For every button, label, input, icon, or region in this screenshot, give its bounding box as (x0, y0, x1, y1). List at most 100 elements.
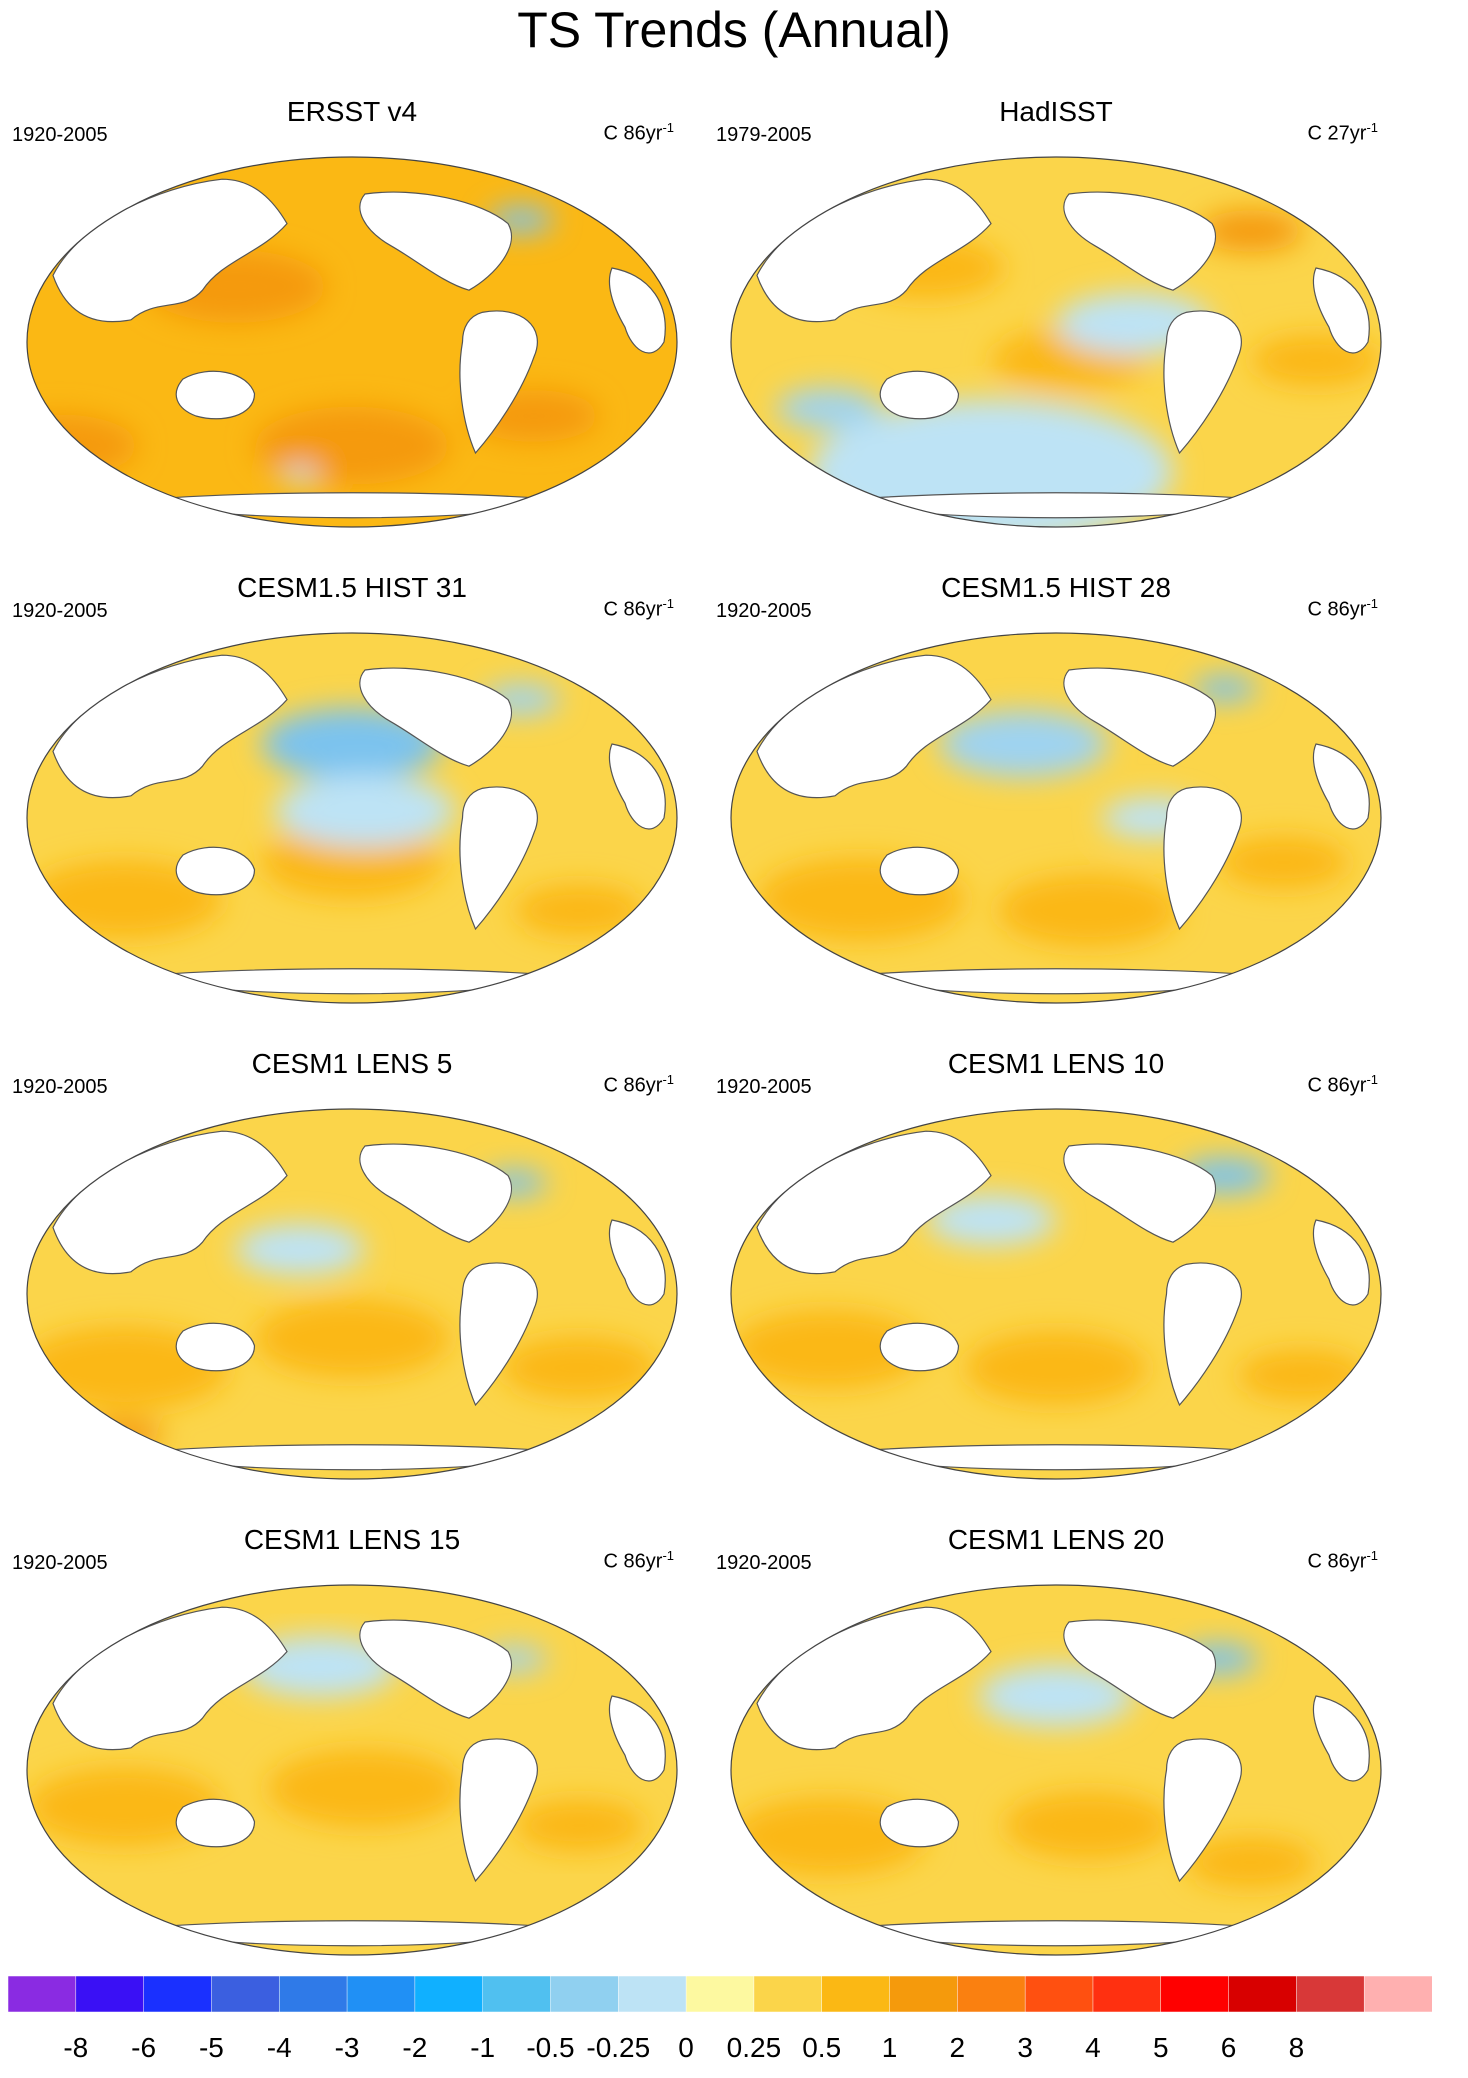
colorbar-swatch (685, 1976, 755, 2012)
land-mass (124, 1444, 580, 1471)
panel-period: 1979-2005 (716, 124, 812, 146)
panel-units: C 86yr-1 (603, 120, 674, 145)
land-mass (459, 786, 538, 931)
panel-period: 1920-2005 (12, 124, 108, 146)
colorbar-swatch (1160, 1976, 1230, 2012)
colorbar-tick-label: 3 (1017, 2032, 1033, 2063)
panel-period: 1920-2005 (12, 1076, 108, 1098)
colorbar-tick-label: -5 (198, 2032, 224, 2063)
land-mass (459, 1738, 538, 1883)
panel-units: C 86yr-1 (1307, 1548, 1378, 1573)
colorbar-swatch (821, 1976, 891, 2012)
land-mass (1063, 1619, 1217, 1719)
colorbar-swatch (1296, 1976, 1365, 2012)
trend-anomaly (254, 406, 450, 485)
world-map (730, 156, 1382, 528)
map-panel: CESM1 LENS 5 1920-2005 C 86yr-1 (0, 1040, 704, 1480)
trend-anomaly (731, 1797, 926, 1876)
land-mass (828, 1444, 1284, 1471)
colorbar-tick-label: -6 (131, 2032, 157, 2063)
panel-title: CESM1.5 HIST 28 (941, 572, 1171, 603)
colorbar-tick-label: 2 (949, 2032, 966, 2063)
panel-period: 1920-2005 (12, 1552, 108, 1574)
land-mass (175, 846, 256, 896)
trend-anomaly (926, 1194, 1056, 1246)
colorbar (8, 1976, 1432, 2012)
land-mass (879, 1798, 960, 1848)
colorbar-tick-label: 6 (1220, 2032, 1237, 2063)
colorbar-tick-label: -0.25 (586, 2032, 651, 2063)
world-map (26, 156, 678, 528)
land-mass (756, 1606, 992, 1751)
land-mass (1163, 310, 1242, 455)
panel-period: 1920-2005 (12, 600, 108, 622)
land-mass (1312, 1219, 1370, 1306)
panel-title: CESM1.5 HIST 31 (237, 572, 467, 603)
land-mass (1312, 743, 1370, 830)
colorbar-swatch (414, 1976, 484, 2012)
colorbar-tick-label: 0 (678, 2032, 694, 2063)
colorbar-tick-label: -3 (334, 2032, 360, 2063)
land-mass (828, 492, 1284, 519)
colorbar-swatch (482, 1976, 552, 2012)
trend-anomaly (27, 1768, 222, 1846)
land-mass (124, 492, 580, 519)
colorbar-tick-label: -1 (470, 2032, 496, 2063)
panel-title: CESM1 LENS 15 (243, 1524, 461, 1555)
colorbar-tick-label: 5 (1152, 2032, 1169, 2063)
trend-anomaly (1199, 210, 1303, 252)
trend-anomaly (280, 467, 320, 483)
trend-anomaly (776, 387, 881, 430)
land-mass (1312, 1695, 1370, 1782)
map-border (26, 632, 678, 1004)
land-mass (608, 1219, 666, 1306)
world-map (26, 632, 678, 1004)
colorbar-swatch (278, 1976, 348, 2012)
land-mass (124, 968, 580, 995)
land-mass (359, 1619, 513, 1719)
land-mass (459, 310, 538, 455)
panel-units: C 86yr-1 (1307, 596, 1378, 621)
land-mass (359, 1143, 513, 1243)
panel-units: C 86yr-1 (603, 596, 674, 621)
land-mass (608, 743, 666, 830)
world-map (26, 1584, 678, 1956)
trend-anomaly (731, 1310, 926, 1389)
trend-anomaly (1186, 1836, 1316, 1889)
colorbar-swatch (550, 1976, 620, 2012)
land-mass (1163, 1738, 1242, 1883)
land-mass (175, 1322, 256, 1372)
land-mass (756, 1130, 992, 1275)
colorbar-tick-label: 0.25 (726, 2032, 782, 2063)
map-border (26, 156, 678, 528)
map-panel: CESM1.5 HIST 28 1920-2005 C 86yr-1 (704, 564, 1408, 1004)
colorbar-tick-label: -2 (402, 2032, 428, 2063)
trend-anomaly (978, 1664, 1134, 1728)
panel-units: C 86yr-1 (603, 1548, 674, 1573)
map-border (730, 1584, 1382, 1956)
land-mass (756, 178, 992, 323)
land-mass (608, 1695, 666, 1782)
land-mass (1163, 786, 1242, 931)
trend-anomaly (939, 710, 1108, 778)
land-mass (359, 191, 513, 291)
trend-anomaly (965, 1331, 1147, 1405)
colorbar-swatch (957, 1976, 1026, 2012)
colorbar-tick-label: -0.5 (526, 2032, 575, 2063)
world-map (730, 1584, 1382, 1956)
map-border (26, 1584, 678, 1956)
map-panel: ERSST v4 1920-2005 C 86yr-1 (0, 88, 704, 528)
colorbar-tick-label: 4 (1085, 2032, 1101, 2063)
colorbar-swatch (753, 1976, 823, 2012)
trend-anomaly (501, 1336, 658, 1400)
land-mass (52, 654, 288, 799)
land-mass (1163, 1262, 1242, 1407)
panel-title: HadISST (999, 96, 1113, 127)
land-mass (1063, 667, 1217, 767)
land-mass (879, 370, 960, 420)
colorbar-swatch (1024, 1976, 1094, 2012)
panel-period: 1920-2005 (716, 1552, 812, 1574)
trend-anomaly (1004, 1791, 1173, 1860)
colorbar-swatch (143, 1976, 213, 2012)
map-panel: HadISST 1979-2005 C 27yr-1 (704, 88, 1408, 528)
